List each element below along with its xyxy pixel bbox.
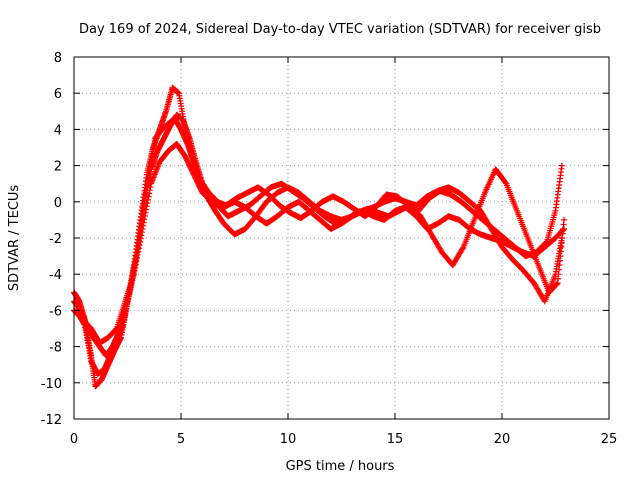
y-tick-label: -2 (49, 232, 62, 247)
data-point (554, 280, 561, 287)
data-point (553, 281, 560, 288)
data-point (143, 203, 150, 210)
y-tick-label: -10 (41, 377, 62, 392)
x-tick-label: 10 (280, 432, 297, 447)
y-tick-label: 8 (54, 51, 62, 66)
data-point (559, 227, 566, 234)
y-tick-label: 0 (54, 196, 62, 211)
y-tick-label: 6 (54, 87, 62, 102)
data-point (143, 206, 150, 213)
data-point (560, 226, 567, 233)
chart-title: Day 169 of 2024, Sidereal Day-to-day VTE… (79, 22, 601, 37)
data-point (112, 326, 119, 333)
x-tick-label: 5 (177, 432, 185, 447)
data-point (144, 196, 151, 203)
data-point (145, 193, 152, 200)
data-point (561, 216, 568, 223)
x-tick-label: 15 (387, 432, 404, 447)
y-tick-label: -4 (49, 268, 62, 283)
series-4 (75, 115, 565, 377)
data-point (561, 225, 568, 232)
data-point (543, 239, 550, 246)
y-tick-label: -12 (41, 413, 62, 428)
x-tick-label: 25 (601, 432, 618, 447)
y-axis-label: SDTVAR / TECUs (7, 185, 22, 292)
y-tick-label: 2 (54, 160, 62, 175)
data-markers (71, 84, 568, 390)
data-point (146, 190, 153, 197)
y-tick-label: -8 (49, 341, 62, 356)
x-tick-label: 0 (70, 432, 78, 447)
data-point (459, 245, 466, 252)
y-tick-label: 4 (54, 123, 62, 138)
data-point (147, 183, 154, 190)
x-axis-label: GPS time / hours (286, 459, 395, 474)
tick-labels: 0 5 10 15 20 25 -12 -10 -8 -6 -4 -2 0 2 4 6 8 (41, 51, 618, 447)
data-point (558, 162, 565, 169)
axis-ticks (73, 56, 610, 420)
x-tick-label: 20 (494, 432, 511, 447)
y-tick-label: -6 (49, 304, 62, 319)
data-point (142, 209, 149, 216)
